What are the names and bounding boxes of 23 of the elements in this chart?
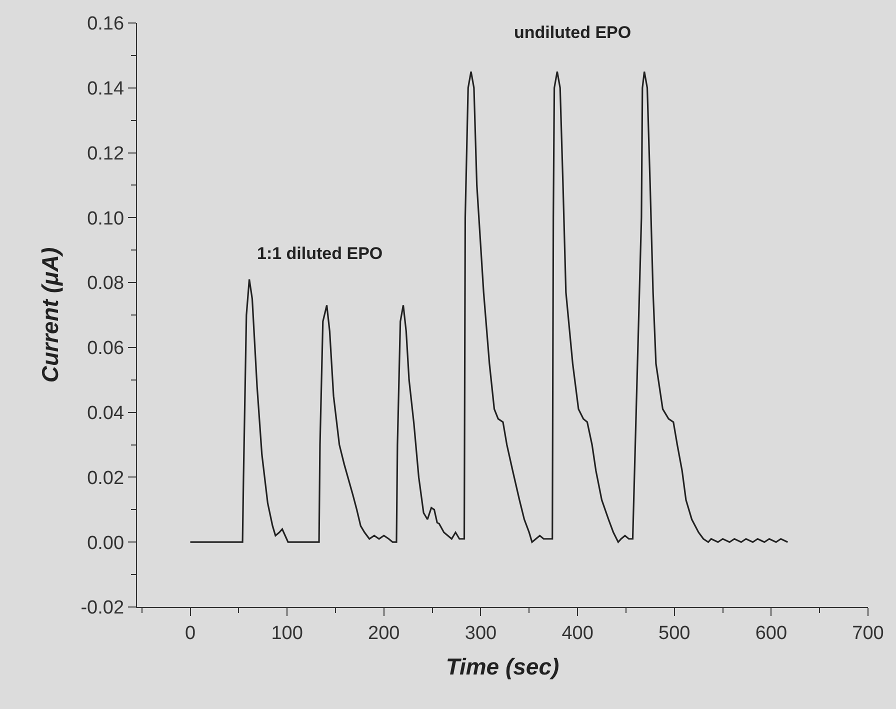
y-tick-label: 0.00 (87, 532, 124, 554)
x-axis-title: Time (sec) (446, 654, 560, 680)
y-tick-label: 0.12 (87, 143, 124, 164)
y-tick-label: 0.16 (87, 14, 124, 35)
x-tick-label: 0 (184, 622, 196, 644)
x-tick-label: 100 (271, 622, 303, 644)
y-tick-label: 0.02 (87, 468, 124, 489)
annotation: undiluted EPO (514, 23, 632, 42)
x-tick-label: 400 (562, 622, 594, 644)
x-tick-label: 700 (852, 622, 884, 644)
y-tick-label: 0.14 (87, 78, 124, 100)
annotation: 1:1 diluted EPO (257, 244, 383, 263)
x-tick-label: 300 (464, 622, 497, 644)
y-tick-label: -0.02 (80, 598, 124, 619)
y-tick-label: 0.08 (87, 273, 124, 294)
line-series (189, 70, 788, 543)
y-tick-label: 0.10 (87, 208, 124, 230)
x-tick-label: 600 (755, 622, 788, 644)
y-tick-label: 0.06 (87, 338, 124, 360)
y-tick-label: 0.04 (87, 402, 124, 424)
y-axis-title: Current (μA) (37, 247, 64, 383)
x-tick-label: 200 (368, 622, 400, 644)
x-tick-label: 500 (658, 622, 690, 644)
